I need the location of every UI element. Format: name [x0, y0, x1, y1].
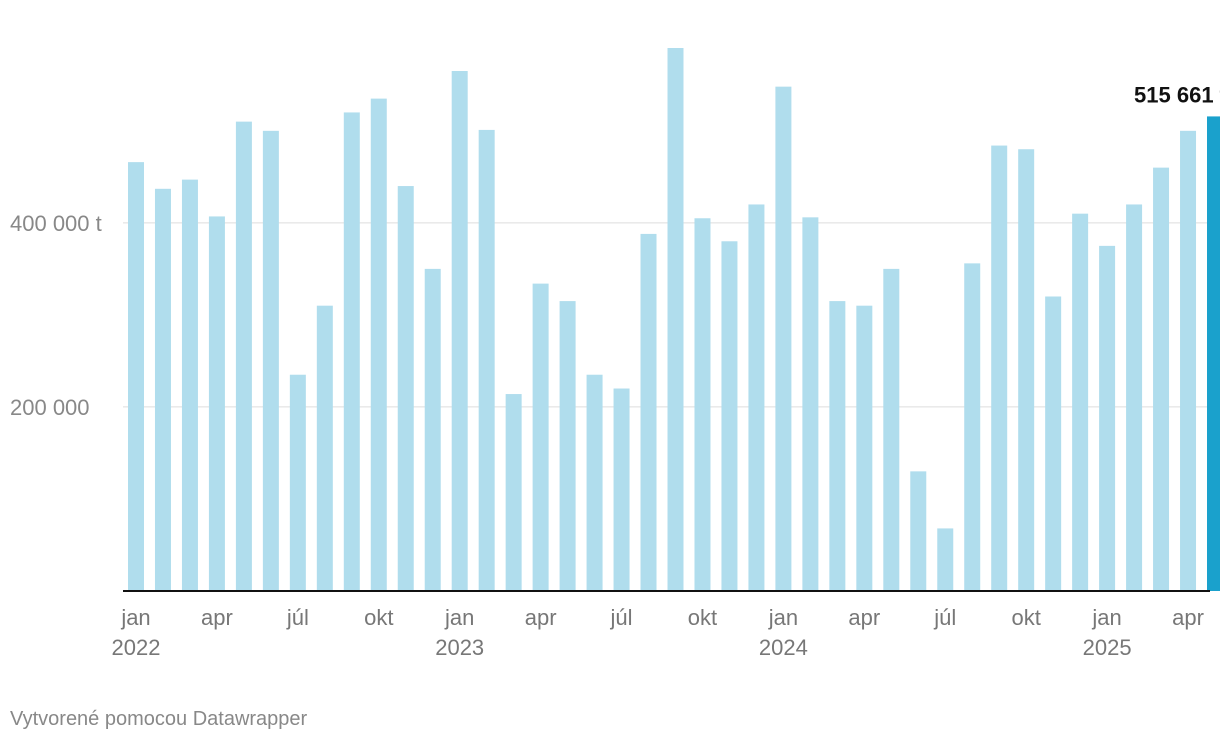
bar — [640, 233, 657, 591]
bar — [370, 98, 387, 591]
bar — [208, 216, 225, 591]
bar — [343, 112, 360, 591]
bar — [1126, 204, 1143, 591]
x-tick-year: 2024 — [759, 635, 808, 660]
bar — [667, 48, 684, 591]
bar — [1153, 167, 1170, 591]
bar — [1018, 149, 1035, 591]
x-tick-month: okt — [364, 605, 393, 630]
bar — [775, 86, 792, 591]
x-tick-month: jan — [1091, 605, 1121, 630]
highlight-value-label: 515 661 t — [1134, 82, 1220, 107]
x-tick-month: apr — [201, 605, 233, 630]
bar — [532, 283, 549, 591]
bar — [1099, 245, 1116, 592]
bar — [181, 179, 198, 592]
y-tick-label: 400 000 t — [10, 211, 102, 236]
bar — [154, 188, 171, 591]
x-tick-month: apr — [1172, 605, 1204, 630]
bar — [829, 301, 846, 591]
bar — [748, 204, 765, 591]
bar — [694, 218, 711, 592]
x-tick-year: 2022 — [112, 635, 161, 660]
bar — [424, 268, 441, 591]
bars — [128, 48, 1220, 592]
bar — [451, 71, 468, 591]
x-tick-month: júl — [933, 605, 956, 630]
bar — [721, 241, 738, 591]
bar — [586, 374, 603, 591]
x-tick-month: jan — [120, 605, 150, 630]
bar — [910, 471, 927, 591]
bar — [991, 145, 1008, 591]
bar — [235, 121, 252, 591]
x-tick-month: jan — [444, 605, 474, 630]
x-tick-month: okt — [688, 605, 717, 630]
x-tick-month: júl — [610, 605, 633, 630]
credit-text: Vytvorené pomocou Datawrapper — [10, 708, 308, 730]
bar — [1045, 296, 1062, 591]
x-tick-month: jan — [768, 605, 798, 630]
bar — [1072, 213, 1089, 591]
bar — [505, 394, 522, 591]
labels: 200 000 400 000 t 515 661 t jan 2022 apr júl ok… — [10, 82, 1220, 660]
x-tick-year: 2023 — [435, 635, 484, 660]
bar — [559, 301, 576, 591]
x-tick-year: 2025 — [1083, 635, 1132, 660]
highlight-bar — [1207, 116, 1220, 591]
bar — [883, 268, 900, 591]
bar — [613, 388, 630, 591]
bar — [397, 186, 414, 591]
y-tick-label: 200 000 — [10, 395, 90, 420]
bar — [128, 162, 144, 591]
x-tick-month: júl — [286, 605, 309, 630]
bar — [802, 217, 819, 591]
bar — [478, 129, 495, 592]
bar — [856, 305, 873, 591]
x-tick-month: apr — [525, 605, 557, 630]
bar — [289, 374, 306, 591]
bar — [964, 263, 981, 591]
bar — [1180, 130, 1197, 591]
bar — [937, 528, 954, 591]
x-tick-month: okt — [1011, 605, 1040, 630]
bar-chart: 200 000 400 000 t 515 661 t jan 2022 apr júl ok… — [10, 48, 1220, 660]
x-tick-month: apr — [848, 605, 880, 630]
bar — [262, 130, 279, 591]
bar — [316, 305, 333, 591]
